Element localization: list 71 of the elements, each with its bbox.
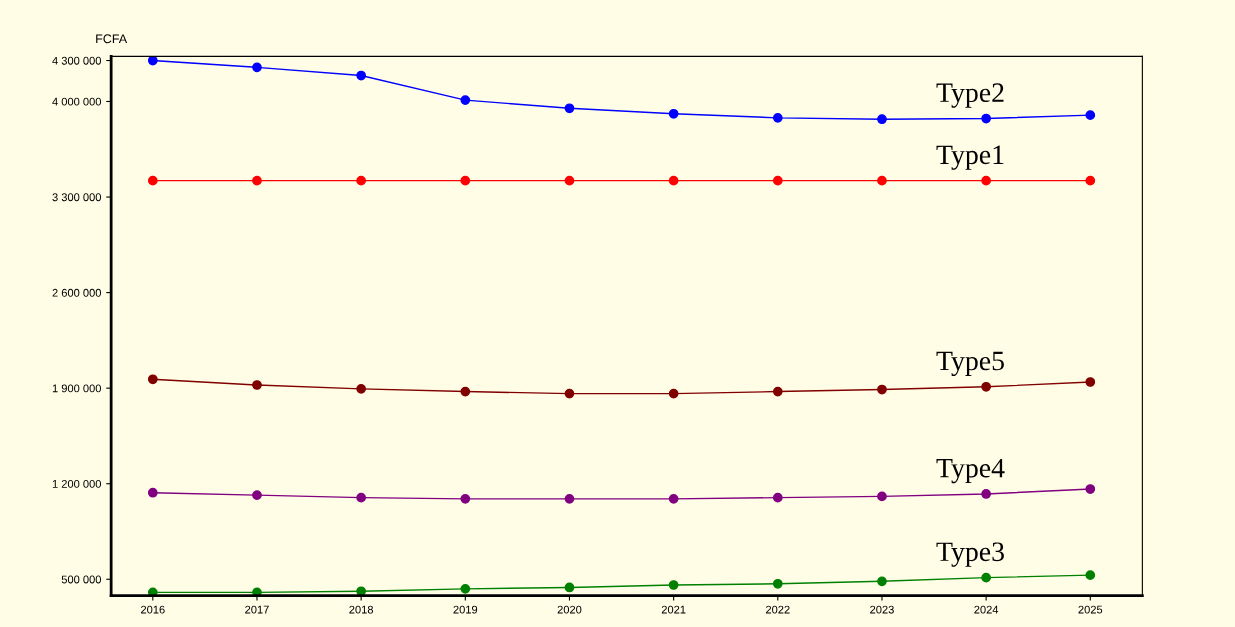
point xyxy=(877,491,887,502)
x-tick-label: 2016 xyxy=(141,605,165,614)
point xyxy=(668,494,679,504)
point xyxy=(981,489,991,499)
point xyxy=(356,492,367,503)
point xyxy=(1085,175,1096,186)
point xyxy=(147,374,158,385)
point xyxy=(877,114,887,125)
series-label: Type1 xyxy=(936,145,1004,170)
series-label: Type2 xyxy=(936,83,1004,108)
point xyxy=(460,494,471,504)
x-tick-label: 2024 xyxy=(974,605,999,614)
x-tick-label: 2025 xyxy=(1078,605,1103,614)
point xyxy=(460,386,471,397)
series-label: Type4 xyxy=(936,458,1005,484)
point xyxy=(981,572,991,583)
point xyxy=(356,383,367,394)
point xyxy=(668,388,679,399)
point xyxy=(981,381,991,392)
point xyxy=(1085,377,1096,387)
y-axis-title: FCFA xyxy=(96,34,128,44)
point xyxy=(1085,570,1096,581)
y-tick-label: 2 600 000 xyxy=(52,288,101,297)
point xyxy=(564,103,575,114)
y-tick-label: 4 300 000 xyxy=(52,56,101,65)
y-tick-label: 1 200 000 xyxy=(52,479,101,488)
point xyxy=(356,586,367,596)
point xyxy=(981,175,991,186)
point xyxy=(460,583,471,594)
point xyxy=(772,578,783,589)
point xyxy=(564,175,575,186)
x-tick-label: 2020 xyxy=(557,605,582,614)
point xyxy=(772,386,783,397)
point xyxy=(877,384,887,395)
series-label: Type5 xyxy=(936,351,1004,376)
point xyxy=(252,175,262,186)
point xyxy=(147,175,158,186)
y-tick-label: 1 900 000 xyxy=(52,384,101,393)
point xyxy=(564,388,575,399)
point xyxy=(877,576,887,587)
point xyxy=(252,380,262,390)
x-tick-label: 2021 xyxy=(661,605,686,614)
x-tick-label: 2022 xyxy=(766,605,790,614)
x-tick-label: 2023 xyxy=(870,605,894,614)
point xyxy=(877,175,887,186)
point xyxy=(772,175,783,186)
point xyxy=(147,56,158,66)
point xyxy=(252,490,262,501)
point xyxy=(564,494,575,504)
y-tick-label: 4 000 000 xyxy=(52,97,101,106)
y-tick-label: 3 300 000 xyxy=(52,193,101,202)
series-label: Type3 xyxy=(936,542,1004,567)
x-tick-label: 2017 xyxy=(245,605,269,614)
point xyxy=(252,62,262,73)
point xyxy=(772,492,783,503)
x-tick-label: 2018 xyxy=(349,605,374,614)
point xyxy=(460,95,471,105)
point xyxy=(356,175,367,186)
point xyxy=(1085,110,1096,120)
point xyxy=(460,175,471,186)
point xyxy=(564,582,575,593)
y-tick-label: 500 000 xyxy=(61,575,101,584)
point xyxy=(356,70,367,81)
point xyxy=(1085,484,1096,494)
point xyxy=(772,112,783,123)
point xyxy=(981,113,991,124)
point xyxy=(668,108,679,119)
point xyxy=(668,175,679,186)
point xyxy=(147,487,158,498)
point xyxy=(668,580,679,590)
x-tick-label: 2019 xyxy=(453,605,478,614)
